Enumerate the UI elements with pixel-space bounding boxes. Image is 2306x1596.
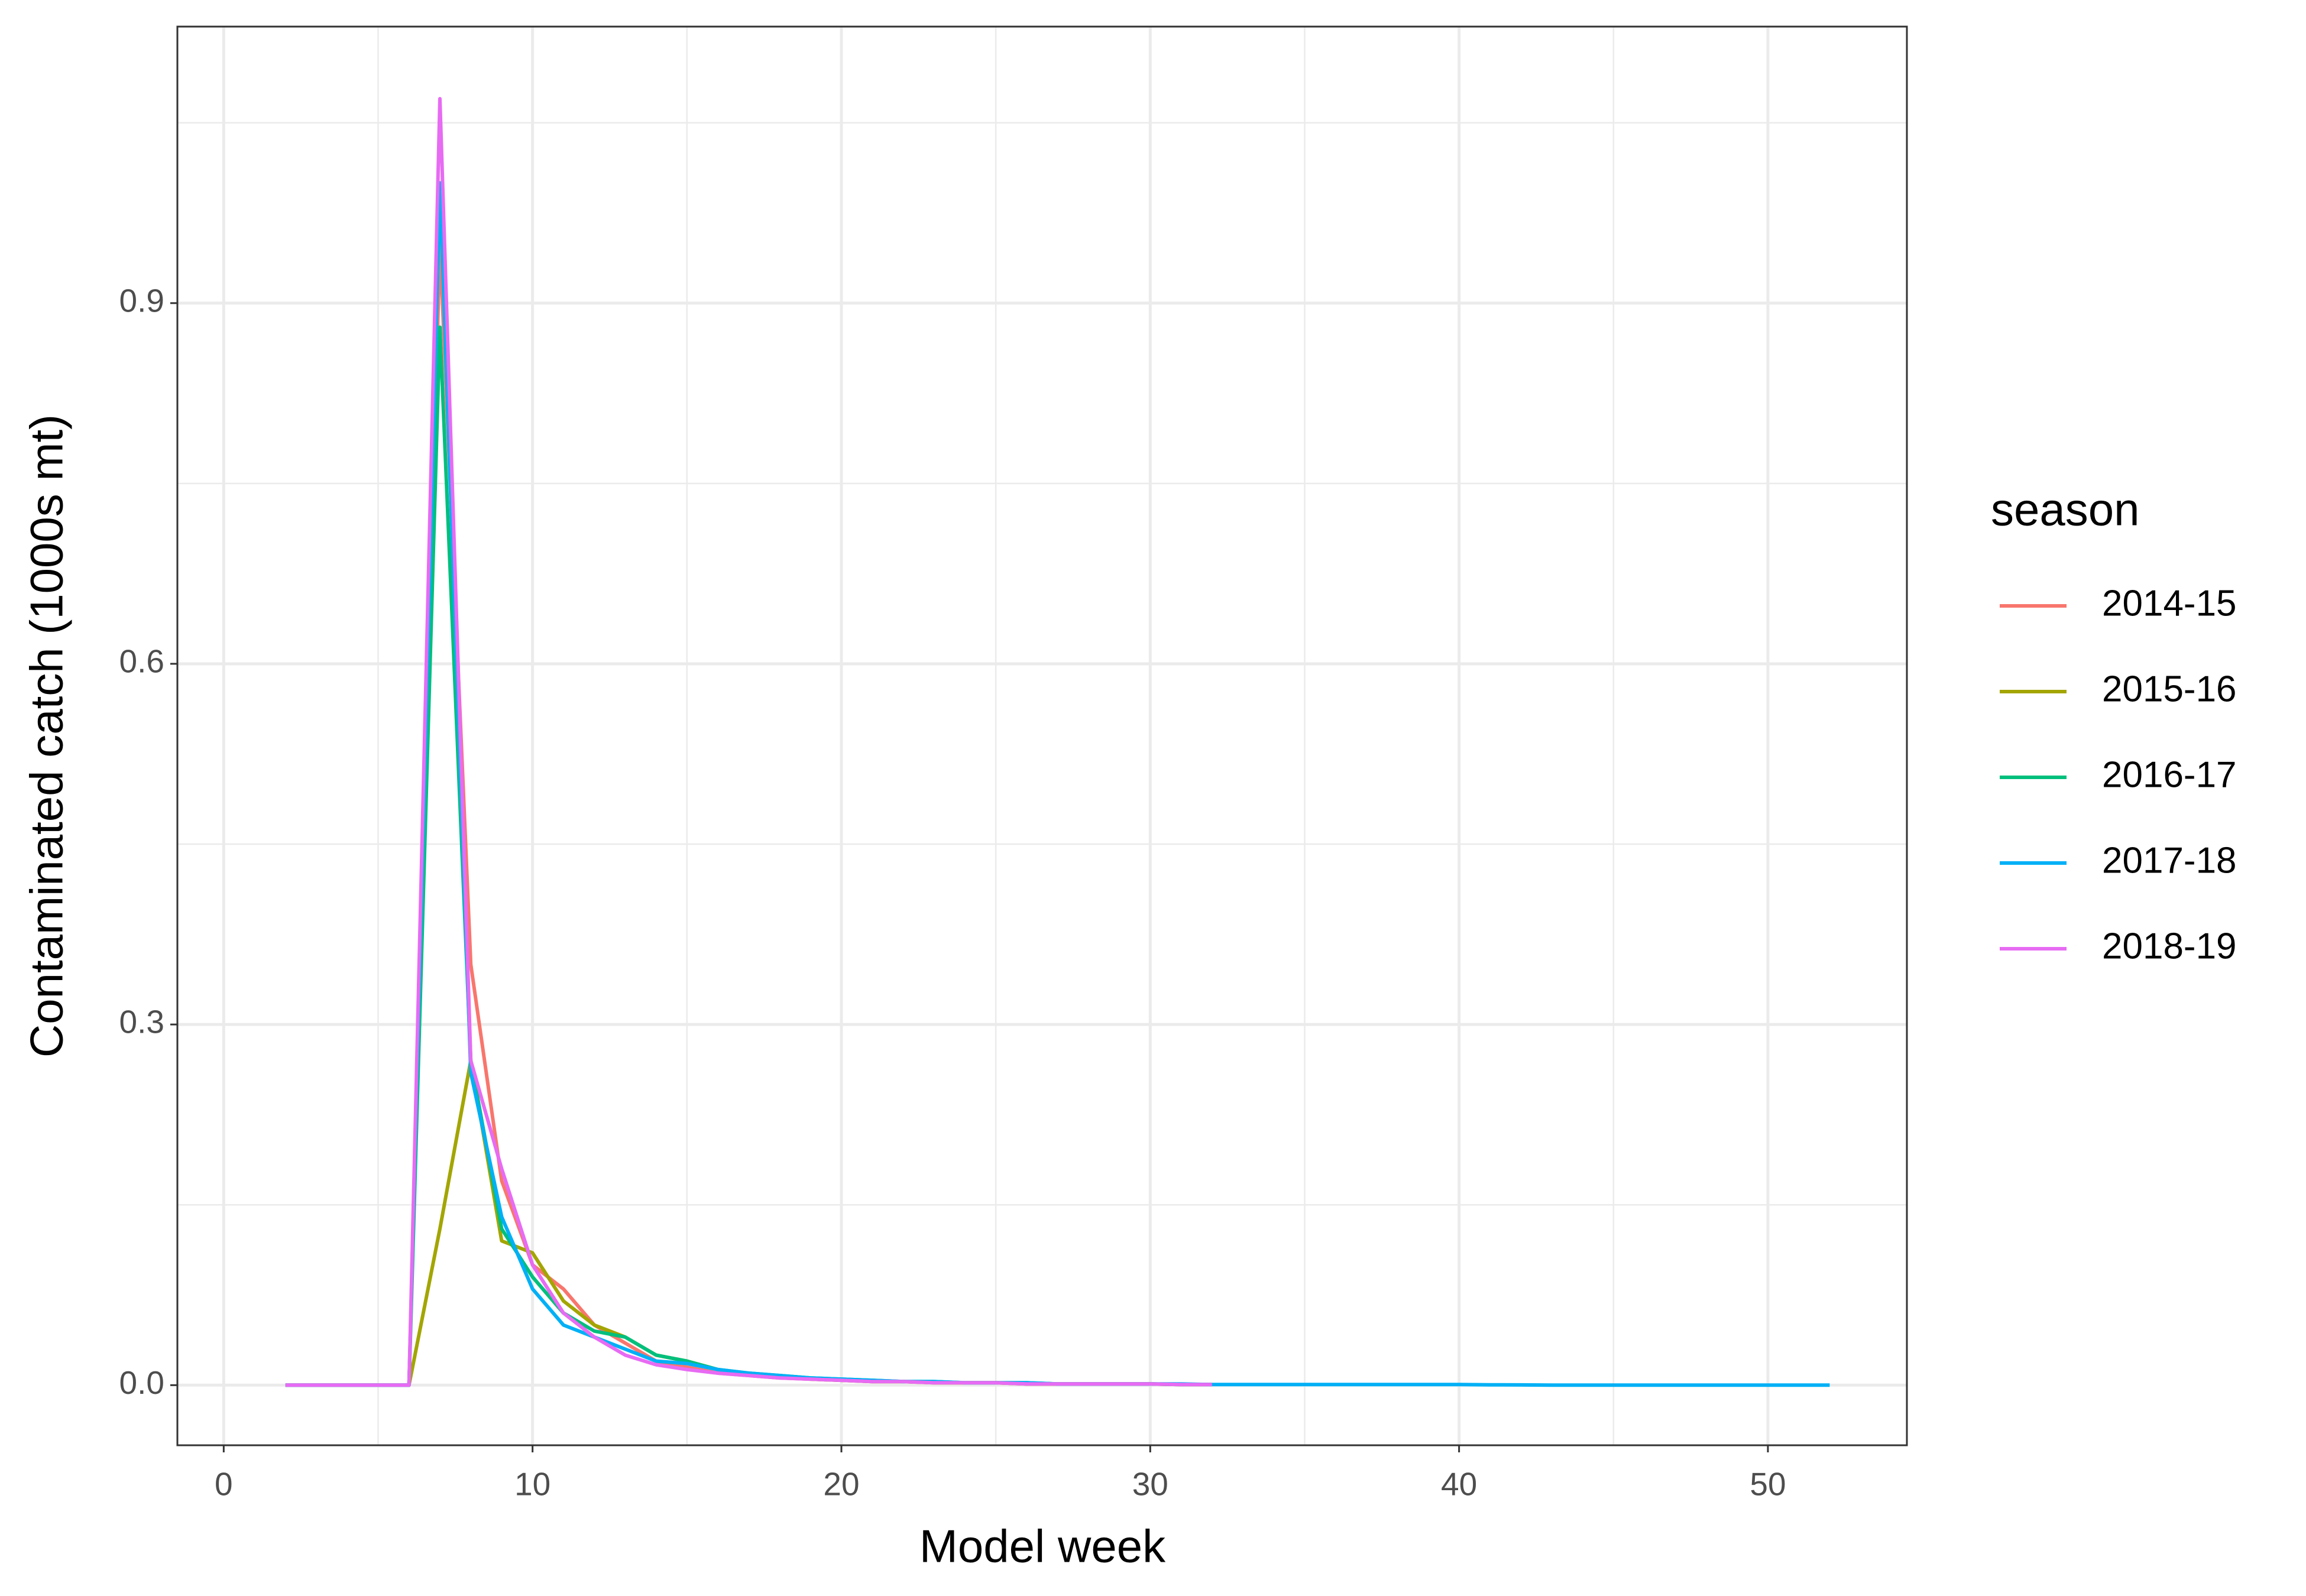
y-tick-label: 0.3 — [119, 1004, 164, 1040]
x-tick-label: 50 — [1750, 1466, 1786, 1503]
y-axis-title: Contaminated catch (1000s mt) — [21, 414, 73, 1057]
legend-label: 2014-15 — [2102, 583, 2237, 624]
lines — [285, 97, 1830, 1387]
legend-label: 2016-17 — [2102, 754, 2237, 795]
x-tick-label: 10 — [514, 1466, 550, 1503]
legend: 2014-15 2015-16 2016-17 2017-18 2018-19 — [2000, 583, 2237, 966]
legend-label: 2018-19 — [2102, 926, 2237, 966]
legend-label: 2017-18 — [2102, 840, 2237, 881]
x-axis-title: Model week — [919, 1520, 1166, 1572]
x-tick-label: 20 — [823, 1466, 859, 1503]
panel — [177, 27, 1907, 1445]
x-tick-label: 30 — [1132, 1466, 1168, 1503]
panel-border — [176, 25, 1908, 1446]
legend-title: season — [1991, 484, 2140, 536]
y-tick-label: 0.9 — [119, 282, 164, 319]
y-tick-label: 0.6 — [119, 643, 164, 679]
y-tick-label: 0.0 — [119, 1364, 164, 1401]
x-tick-label: 0 — [215, 1466, 233, 1503]
legend-label: 2015-16 — [2102, 669, 2237, 709]
series-line — [285, 97, 1212, 1387]
x-tick-label: 40 — [1441, 1466, 1477, 1503]
grid — [177, 27, 1907, 1445]
